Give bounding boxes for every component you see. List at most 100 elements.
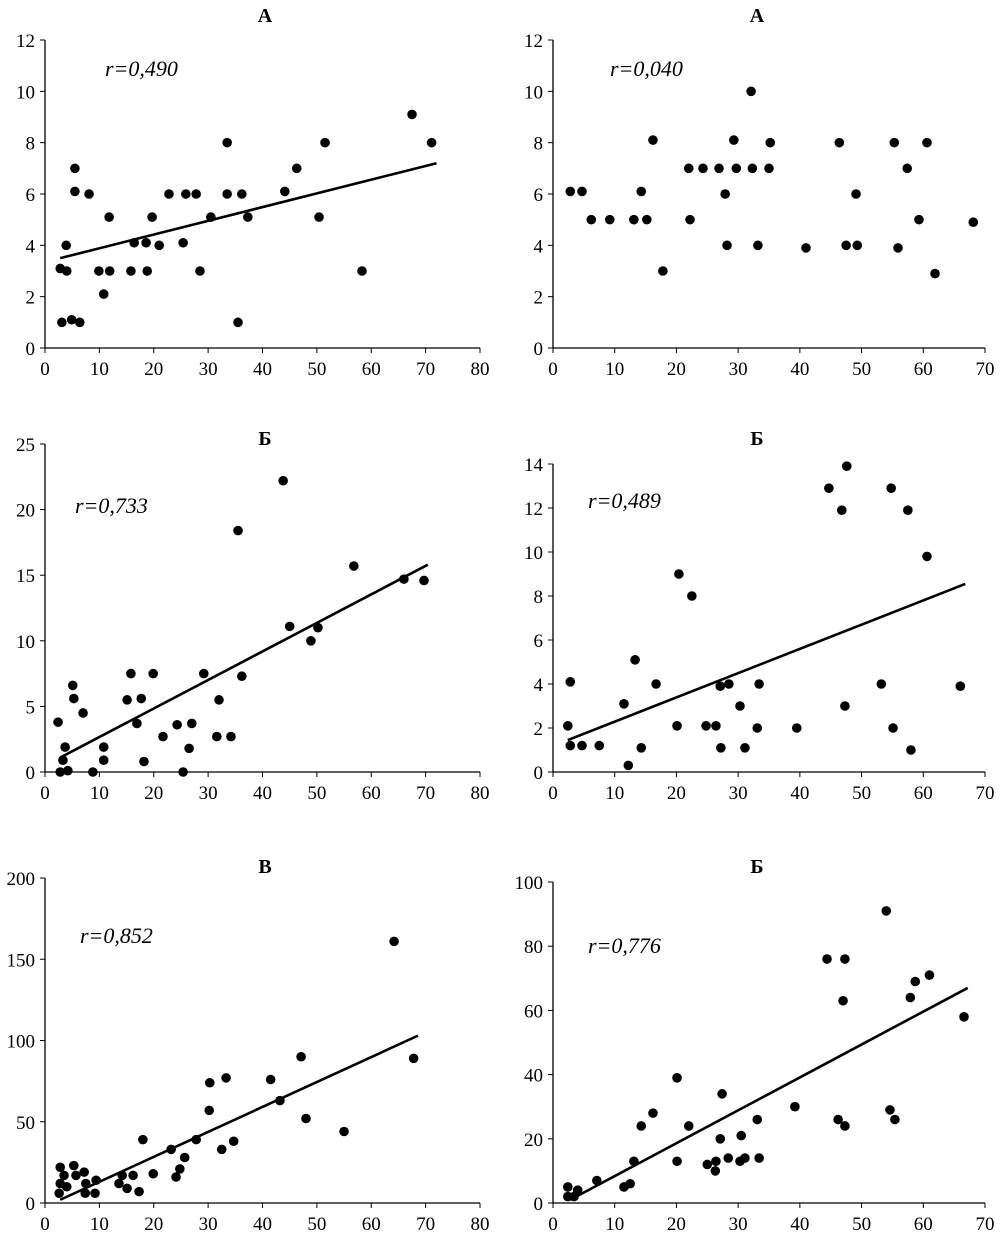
x-tick-label: 10 bbox=[90, 783, 109, 804]
y-tick-label: 6 bbox=[26, 185, 36, 206]
x-tick-label: 80 bbox=[471, 359, 490, 380]
x-tick-label: 30 bbox=[729, 1214, 748, 1235]
data-point bbox=[94, 266, 104, 276]
data-point bbox=[736, 1130, 747, 1141]
data-point bbox=[717, 1089, 727, 1099]
data-point bbox=[824, 483, 834, 494]
y-tick-label: 60 bbox=[524, 1001, 543, 1022]
data-point bbox=[910, 976, 921, 987]
x-tick-label: 70 bbox=[976, 783, 995, 804]
data-point bbox=[187, 718, 197, 729]
data-point bbox=[642, 214, 652, 225]
data-point bbox=[59, 1170, 69, 1181]
data-point bbox=[408, 1053, 419, 1064]
data-point bbox=[129, 237, 139, 248]
data-point bbox=[314, 212, 324, 222]
data-point bbox=[724, 679, 734, 689]
data-point bbox=[840, 954, 850, 964]
data-point bbox=[80, 1188, 91, 1199]
data-point bbox=[313, 622, 323, 633]
data-point bbox=[88, 767, 98, 777]
y-tick-label: 10 bbox=[16, 632, 35, 653]
data-point bbox=[54, 1188, 64, 1199]
data-point bbox=[275, 1095, 285, 1106]
chart-panel-5: В 0 50 100 150 200 0 10 20 30 40 50 60 70 80 r=0,852 bbox=[7, 856, 490, 1235]
data-point bbox=[577, 740, 587, 751]
data-point bbox=[902, 163, 913, 174]
x-tick-label: 0 bbox=[40, 1214, 50, 1235]
data-point bbox=[740, 743, 750, 753]
data-point bbox=[565, 677, 576, 687]
x-tick-label: 40 bbox=[790, 783, 809, 804]
data-point bbox=[233, 317, 243, 328]
y-tick-label: 4 bbox=[534, 236, 544, 257]
data-point bbox=[70, 186, 80, 197]
data-point bbox=[206, 212, 216, 222]
data-point bbox=[237, 671, 247, 682]
y-tick-label: 8 bbox=[26, 134, 36, 155]
data-point bbox=[752, 1114, 763, 1125]
data-point bbox=[890, 1114, 900, 1125]
data-point bbox=[128, 1170, 138, 1181]
data-point bbox=[126, 668, 136, 679]
data-point bbox=[142, 266, 153, 276]
data-point bbox=[407, 109, 417, 120]
x-tick-label: 70 bbox=[416, 359, 435, 380]
data-point bbox=[301, 1113, 311, 1124]
data-point bbox=[114, 1178, 124, 1189]
y-tick-label: 5 bbox=[26, 697, 36, 718]
data-point bbox=[122, 695, 132, 705]
data-point bbox=[69, 693, 79, 704]
data-point bbox=[148, 1168, 159, 1179]
y-tick-label: 25 bbox=[16, 435, 35, 456]
data-point bbox=[61, 266, 72, 276]
data-point bbox=[698, 163, 708, 174]
y-tick-label: 0 bbox=[534, 339, 544, 360]
chart-panel-2: А 0 2 4 6 8 10 12 0 10 20 30 40 50 60 70 r=0,040 bbox=[524, 5, 995, 380]
chart-title: В bbox=[258, 856, 271, 878]
x-tick-label: 20 bbox=[144, 359, 163, 380]
data-point bbox=[754, 1153, 764, 1163]
data-point bbox=[104, 212, 114, 222]
y-tick-label: 2 bbox=[534, 719, 544, 740]
data-point bbox=[90, 1188, 100, 1199]
data-point bbox=[243, 212, 253, 222]
data-point bbox=[710, 1166, 721, 1176]
y-tick-label: 12 bbox=[16, 31, 35, 52]
data-point bbox=[204, 1077, 215, 1088]
data-point bbox=[212, 731, 222, 742]
data-point bbox=[841, 461, 852, 472]
x-tick-label: 70 bbox=[416, 783, 435, 804]
x-tick-label: 20 bbox=[667, 1214, 686, 1235]
data-point bbox=[389, 936, 399, 947]
data-point bbox=[753, 240, 763, 251]
data-point bbox=[349, 561, 359, 571]
x-tick-label: 50 bbox=[307, 359, 326, 380]
correlation-label: r=0,776 bbox=[588, 933, 661, 958]
y-tick-label: 0 bbox=[534, 1194, 544, 1215]
y-tick-label: 12 bbox=[524, 499, 543, 520]
y-tick-label: 0 bbox=[26, 763, 36, 784]
data-point bbox=[237, 189, 247, 199]
data-point bbox=[154, 240, 164, 251]
x-tick-label: 40 bbox=[253, 1214, 272, 1235]
y-tick-label: 10 bbox=[524, 82, 543, 103]
chart-panel-3: Б 0 5 10 15 20 25 0 10 20 30 40 50 60 70 80 r=0,733 bbox=[16, 428, 490, 804]
data-point bbox=[833, 1114, 843, 1125]
data-point bbox=[226, 731, 236, 742]
data-point bbox=[625, 1178, 635, 1189]
data-point bbox=[577, 186, 587, 197]
x-tick-label: 40 bbox=[790, 1214, 809, 1235]
chart-title: А bbox=[258, 5, 273, 27]
data-point bbox=[922, 137, 932, 148]
x-tick-label: 30 bbox=[729, 783, 748, 804]
data-point bbox=[279, 186, 290, 197]
chart-panel-4: Б 0 2 4 6 8 10 12 14 0 10 20 30 40 50 60 70 r=0,489 bbox=[524, 428, 995, 804]
data-point bbox=[716, 743, 726, 753]
x-tick-label: 0 bbox=[40, 359, 50, 380]
data-point bbox=[166, 1144, 176, 1155]
data-point bbox=[959, 1012, 969, 1022]
data-point bbox=[740, 1153, 750, 1163]
data-point bbox=[701, 721, 711, 731]
y-tick-label: 8 bbox=[534, 587, 544, 608]
